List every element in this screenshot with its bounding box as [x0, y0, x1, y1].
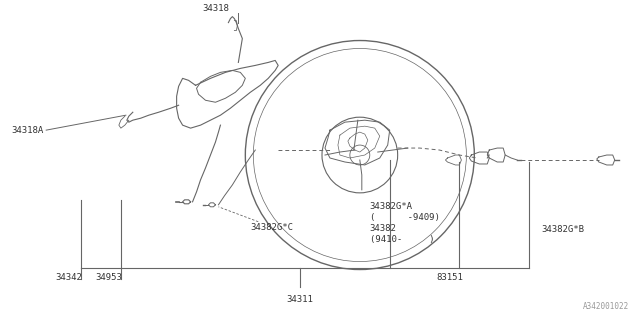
Text: 34382G*A: 34382G*A	[370, 202, 413, 211]
Text: 34318: 34318	[202, 4, 229, 13]
Text: 34342: 34342	[56, 273, 83, 282]
Text: A342001022: A342001022	[582, 302, 628, 311]
Text: (      -9409): ( -9409)	[370, 213, 440, 222]
Text: 83151: 83151	[436, 273, 463, 282]
Text: 34318A: 34318A	[12, 126, 44, 135]
Text: 34382G*B: 34382G*B	[541, 225, 584, 234]
Text: (9410-     ): (9410- )	[370, 235, 435, 244]
Text: 34382: 34382	[370, 224, 397, 233]
Text: 34382G*C: 34382G*C	[250, 223, 293, 232]
Text: 34953: 34953	[95, 273, 122, 282]
Text: 34311: 34311	[287, 295, 314, 304]
